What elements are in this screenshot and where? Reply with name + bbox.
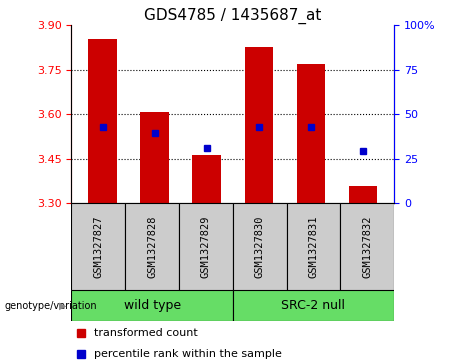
Bar — [340, 203, 394, 290]
Text: percentile rank within the sample: percentile rank within the sample — [94, 349, 282, 359]
Text: GSM1327830: GSM1327830 — [254, 216, 265, 278]
Text: transformed count: transformed count — [94, 328, 198, 338]
Bar — [349, 186, 377, 203]
Bar — [287, 203, 340, 290]
Text: wild type: wild type — [124, 299, 181, 312]
Bar — [296, 64, 325, 203]
Bar — [233, 290, 394, 321]
Bar — [244, 47, 273, 203]
Text: ▶: ▶ — [59, 301, 67, 311]
Text: genotype/variation: genotype/variation — [5, 301, 97, 311]
Text: GSM1327827: GSM1327827 — [93, 216, 103, 278]
Bar — [125, 203, 179, 290]
Bar — [71, 203, 125, 290]
Bar — [141, 112, 169, 203]
Bar — [179, 203, 233, 290]
Bar — [193, 155, 221, 203]
Bar — [71, 290, 233, 321]
Title: GDS4785 / 1435687_at: GDS4785 / 1435687_at — [144, 8, 321, 24]
Text: GSM1327832: GSM1327832 — [362, 216, 372, 278]
Text: GSM1327828: GSM1327828 — [147, 216, 157, 278]
Text: GSM1327829: GSM1327829 — [201, 216, 211, 278]
Bar — [233, 203, 287, 290]
Text: GSM1327831: GSM1327831 — [308, 216, 319, 278]
Text: SRC-2 null: SRC-2 null — [282, 299, 345, 312]
Bar — [89, 39, 117, 203]
